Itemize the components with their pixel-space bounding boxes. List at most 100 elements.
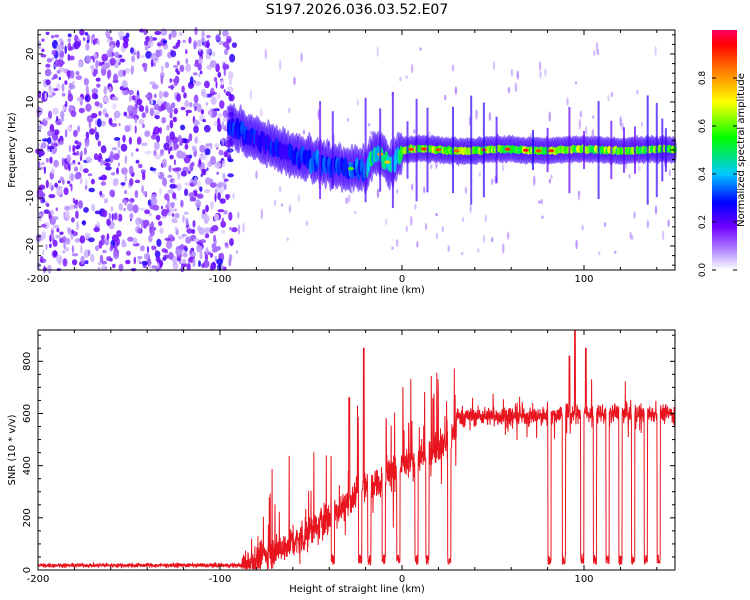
- spectrogram-data: [35, 26, 677, 274]
- spectrogram-cell: [124, 68, 131, 74]
- spectrogram-cell: [117, 30, 125, 38]
- spectrogram-cell: [156, 99, 161, 106]
- colorbar-tick-label: 0.8: [698, 71, 708, 86]
- spectrogram-cell: [59, 231, 64, 235]
- spectrogram-cell: [113, 250, 120, 260]
- spectrogram-cell: [177, 39, 181, 45]
- snr-series-line: [38, 330, 675, 570]
- spectrogram-cell: [151, 245, 157, 251]
- spectrogram-cell: [205, 41, 210, 49]
- spectrogram-cell: [164, 237, 171, 241]
- spectrogram-cell: [99, 190, 103, 196]
- spectrogram-cell: [201, 88, 206, 93]
- spectrogram-cell: [584, 125, 588, 136]
- spectrogram-cell: [624, 163, 628, 170]
- spectrogram-cell: [356, 98, 359, 107]
- spectrogram-cell: [193, 94, 199, 104]
- spectrogram-cell: [62, 235, 67, 243]
- spectrogram-cell: [188, 36, 192, 44]
- spectrogram-cell: [100, 158, 103, 167]
- spectrogram-cell: [533, 175, 536, 186]
- spectrogram-cell: [444, 94, 447, 101]
- spectrogram-cell: [121, 167, 128, 175]
- spectrogram-cell: [260, 208, 263, 220]
- spectrogram-cell: [169, 154, 174, 160]
- spectrogram-hotspot: [408, 147, 415, 151]
- spectrogram-cell: [49, 156, 53, 164]
- spectrogram-cell: [180, 199, 184, 208]
- spectrogram-cell: [130, 67, 134, 76]
- spectrogram-cell: [52, 107, 59, 115]
- spectrogram-cell: [173, 77, 178, 87]
- spectrogram-cell: [83, 147, 87, 156]
- spectrogram-cell: [167, 212, 172, 216]
- spectrogram-cell: [111, 213, 114, 222]
- spectrogram-cell: [62, 105, 66, 110]
- spectrogram-cell: [144, 130, 151, 137]
- spectrogram-cell: [218, 186, 224, 195]
- y-tick-label: -20: [25, 238, 36, 254]
- spectrogram-cell: [51, 39, 58, 49]
- spectrogram-cell: [231, 42, 237, 48]
- spectrogram-cell: [69, 70, 75, 79]
- spectrogram-cell: [614, 250, 617, 254]
- spectrogram-cell: [196, 103, 202, 113]
- spectrogram-cell: [222, 137, 225, 147]
- spectrogram-cell: [110, 45, 114, 48]
- spectrogram-streak: [655, 102, 658, 198]
- spectrogram-cell: [168, 165, 172, 173]
- spectrogram-streak: [623, 127, 625, 173]
- spectrogram-cell: [62, 250, 66, 254]
- spectrogram-cell: [189, 162, 194, 172]
- spectrogram-cell: [189, 196, 194, 202]
- spectrogram-cell: [106, 233, 110, 240]
- spectrogram-streak: [597, 101, 600, 199]
- spectrogram-cell: [353, 210, 357, 215]
- spectrogram-cell: [113, 212, 118, 221]
- spectrogram-cell: [192, 72, 198, 76]
- x-tick-label: -200: [27, 274, 50, 285]
- y-tick-label: 0: [25, 147, 36, 153]
- spectrogram-cell: [111, 172, 116, 176]
- spectrogram-cell: [228, 254, 233, 262]
- spectrogram-cell: [192, 145, 197, 153]
- spectrogram-streak: [470, 95, 473, 205]
- spectrogram-cell: [150, 59, 154, 68]
- spectrogram-cell: [227, 86, 234, 93]
- spectrogram-cell: [40, 142, 47, 149]
- spectrogram-cell: [113, 73, 118, 82]
- spectrogram-cell: [85, 55, 92, 63]
- spectrogram-cell: [539, 70, 542, 79]
- spectrogram-cell: [103, 175, 107, 180]
- spectrogram-cell: [129, 212, 134, 220]
- spectrogram-cell: [113, 178, 119, 182]
- spectrogram-cell: [49, 235, 52, 243]
- spectrogram-cell: [482, 234, 486, 243]
- spectrogram-cell: [149, 81, 156, 85]
- spectrogram-cell: [273, 199, 277, 206]
- spectrogram-cell: [88, 120, 92, 129]
- spectrogram-cell: [229, 79, 232, 86]
- spectrogram-cell: [45, 79, 51, 86]
- spectrogram-cell: [90, 34, 94, 44]
- spectrogram-y-ticks: -20 -10 0 10 20: [25, 34, 675, 266]
- spectrogram-cell: [396, 189, 399, 194]
- spectrogram-cell: [184, 143, 189, 150]
- spectrogram-cell: [78, 61, 83, 68]
- spectrogram-cell: [213, 76, 218, 83]
- spectrogram-cell: [50, 209, 54, 216]
- spectrogram-cell: [132, 107, 138, 116]
- spectrogram-cell: [193, 40, 198, 50]
- spectrogram-cell: [110, 151, 114, 157]
- spectrogram-cell: [161, 65, 164, 73]
- spectrogram-cell: [180, 124, 186, 131]
- spectrogram-cell: [169, 112, 173, 119]
- spectrogram-cell: [116, 230, 122, 238]
- spectrogram-cell: [46, 203, 50, 207]
- spectrogram-cell: [199, 250, 203, 260]
- spectrogram-cell: [106, 49, 113, 58]
- spectrogram-cell: [139, 105, 145, 112]
- spectrogram-cell: [203, 124, 211, 133]
- spectrogram-cell: [661, 230, 665, 241]
- spectrogram-cell: [222, 160, 225, 165]
